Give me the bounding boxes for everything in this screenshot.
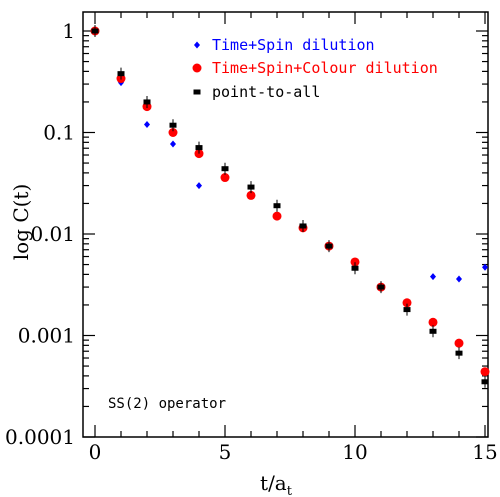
axis-tick-labels: 0 5 10 15 0.0001 0.001 0.01 0.1 1 — [5, 19, 498, 464]
y-tick-label: 0.0001 — [5, 425, 75, 449]
legend-label: Time+Spin dilution — [212, 36, 375, 54]
data-point-diamond — [482, 263, 488, 271]
data-point-square — [143, 99, 151, 105]
plot-frame — [82, 11, 489, 438]
x-tick-label: 10 — [342, 440, 367, 464]
data-point-diamond — [144, 120, 150, 128]
data-point-diamond — [196, 182, 202, 190]
data-point-square — [455, 350, 463, 356]
x-axis-title-main: t/a — [260, 471, 287, 495]
data-point-circle — [454, 338, 464, 348]
data-point-diamond — [456, 275, 462, 283]
data-point-square — [91, 28, 99, 34]
legend-label: Time+Spin+Colour dilution — [212, 59, 438, 77]
data-point-circle — [220, 173, 230, 183]
chart-annotation: SS(2) operator — [108, 396, 226, 412]
data-point-circle — [350, 257, 360, 267]
data-point-square — [247, 184, 255, 190]
data-point-diamond — [170, 140, 176, 148]
legend-label: point-to-all — [212, 83, 320, 101]
data-point-square — [299, 223, 307, 229]
y-tick-label: 0.001 — [18, 324, 75, 348]
data-point-square — [377, 284, 385, 290]
axis-ticks — [83, 12, 488, 438]
data-point-diamond — [430, 273, 436, 281]
x-tick-label: 5 — [219, 440, 232, 464]
x-tick-label: 15 — [472, 440, 497, 464]
data-point-square — [117, 71, 125, 77]
data-point-circle — [402, 298, 412, 308]
y-tick-label: 0.01 — [30, 222, 75, 246]
data-point-square — [273, 203, 281, 209]
y-tick-label: 0.1 — [43, 121, 75, 145]
data-point-square — [403, 307, 411, 313]
x-axis-title: t/at — [260, 471, 293, 497]
data-point-square — [351, 265, 359, 271]
data-marks — [90, 25, 490, 388]
data-point-square — [169, 122, 177, 128]
y-axis-title: log C(t) — [9, 184, 33, 261]
data-point-square — [429, 328, 437, 334]
data-point-circle — [272, 211, 282, 221]
data-point-square — [481, 379, 489, 385]
data-point-circle — [480, 367, 490, 377]
legend-marker-diamond — [194, 41, 200, 49]
legend-marker-square — [193, 89, 201, 95]
x-tick-label: 0 — [89, 440, 102, 464]
data-point-square — [221, 166, 229, 172]
data-point-circle — [428, 317, 438, 327]
y-tick-label: 1 — [62, 19, 75, 43]
x-axis-title-subscript: t — [287, 484, 293, 497]
data-point-square — [195, 145, 203, 151]
legend-marker-circle — [192, 63, 202, 73]
data-point-square — [325, 243, 333, 249]
data-point-circle — [168, 128, 178, 137]
legend: Time+Spin dilution Time+Spin+Colour dilut… — [192, 36, 438, 101]
data-point-circle — [246, 190, 256, 200]
